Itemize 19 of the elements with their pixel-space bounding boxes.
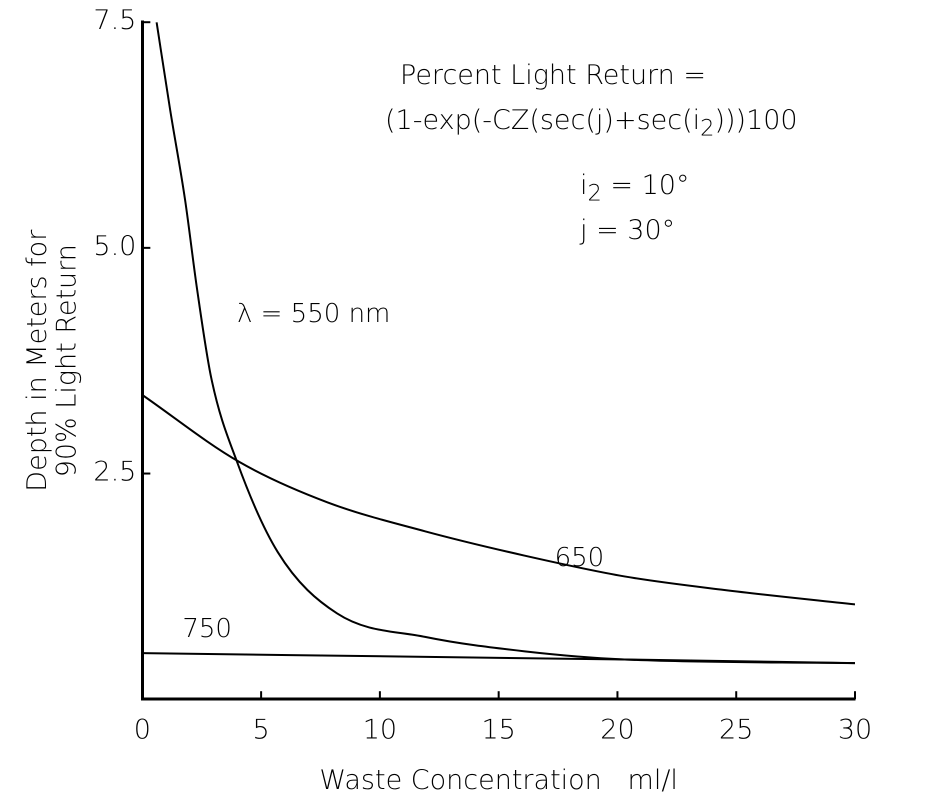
series-label: λ = 550 nm — [236, 299, 390, 330]
x-tick-label: 25 — [719, 714, 754, 746]
x-tick-label: 30 — [838, 714, 872, 746]
annotation: j = 30° — [580, 215, 676, 246]
x-tick-label: 20 — [600, 714, 635, 746]
y-tick-label: 2.5 — [93, 456, 136, 488]
y-tick-label: 5.0 — [93, 230, 136, 262]
series-label: 750 — [182, 614, 232, 644]
annotation: Percent Light Return = — [400, 60, 706, 91]
x-tick-label: 10 — [362, 714, 398, 746]
series-label: 650 — [554, 543, 604, 574]
annotation: (1-exp(-CZ(sec(j)+sec(i$_{2}$)))100 — [385, 105, 798, 142]
y-tick-label: 7.5 — [93, 5, 136, 36]
x-tick-label: 0 — [134, 714, 151, 746]
x-tick-label: 5 — [252, 714, 270, 746]
x-tick-label: 15 — [481, 714, 516, 746]
annotation: i$_{2}$ = 10° — [580, 170, 690, 206]
x-axis-title: Waste Concentration ml/l — [319, 764, 678, 796]
y-axis-title: Depth in Meters for 90% Light Return — [22, 228, 83, 492]
